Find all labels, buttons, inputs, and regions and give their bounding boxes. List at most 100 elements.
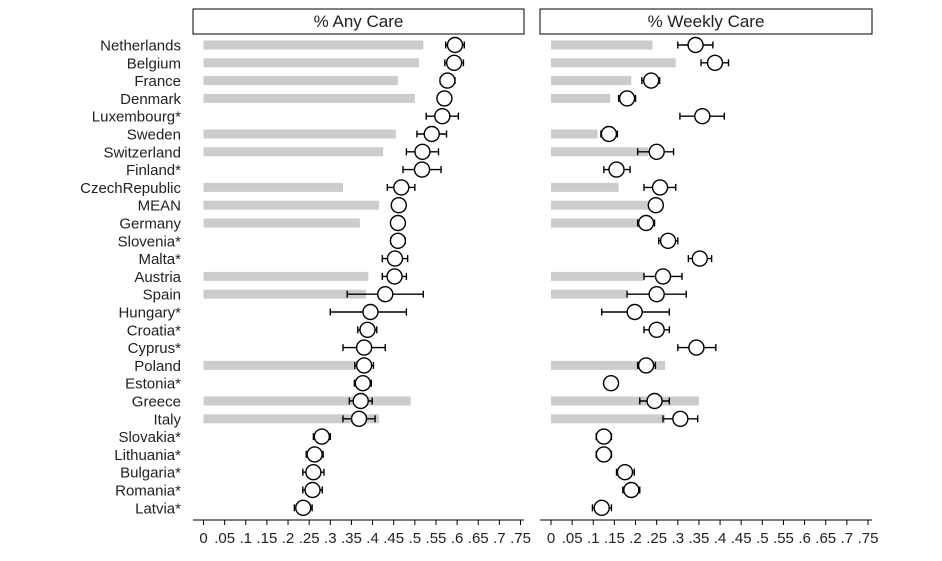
point-estimate xyxy=(651,179,669,196)
category-label: Cyprus* xyxy=(128,340,182,357)
point-estimate xyxy=(414,143,431,161)
point-estimate xyxy=(648,321,665,338)
bar xyxy=(551,182,619,192)
point-estimate xyxy=(648,286,665,303)
point-estimate xyxy=(377,286,394,303)
x-tick-label: .7 xyxy=(493,530,506,547)
bar xyxy=(203,147,384,157)
point-estimate xyxy=(390,196,407,214)
point-estimate xyxy=(694,107,711,125)
x-tick-label: .2 xyxy=(282,530,295,547)
bar xyxy=(551,360,666,370)
category-label: Bulgaria* xyxy=(120,465,181,482)
category-label: France xyxy=(134,73,181,90)
bar xyxy=(203,76,398,86)
point-estimate xyxy=(389,232,407,250)
panel-title: % Weekly Care xyxy=(648,12,765,31)
bar xyxy=(551,289,628,299)
x-tick-label: .45 xyxy=(383,530,404,547)
point-estimate xyxy=(305,464,322,481)
bar xyxy=(203,93,415,103)
point-estimate xyxy=(637,357,655,374)
x-tick-label: 0 xyxy=(199,530,207,547)
bar xyxy=(551,414,666,424)
x-tick-label: .6 xyxy=(798,530,811,547)
point-estimate xyxy=(393,179,410,196)
x-tick-label: .7 xyxy=(841,530,854,547)
point-estimate xyxy=(595,428,613,445)
panel-any-care: % Any Care 0 .05 .1.15 .2.25.3.35.4.45 .5.55.… xyxy=(192,8,531,547)
x-tick-label: .75 xyxy=(858,530,879,547)
x-tick-label: .05 xyxy=(562,530,583,547)
x-tick-label: .1 xyxy=(240,530,253,547)
bar xyxy=(551,396,699,406)
category-label: Malta* xyxy=(138,251,181,268)
bar xyxy=(551,93,611,103)
bar xyxy=(203,182,343,192)
bar xyxy=(203,289,367,299)
point-estimate xyxy=(355,339,373,356)
point-estimate xyxy=(600,125,618,143)
x-tick-label: .1 xyxy=(587,530,600,547)
bar xyxy=(203,40,424,50)
bar xyxy=(551,76,632,86)
x-tick-label: .75 xyxy=(510,530,531,547)
category-label: Greece xyxy=(132,394,181,411)
point-estimate xyxy=(691,250,708,267)
category-labels: NetherlandsBelgiumFranceDenmarkLuxembour… xyxy=(80,38,182,518)
category-label: Netherlands xyxy=(100,38,181,55)
x-tick-label: .65 xyxy=(815,530,836,547)
point-estimate xyxy=(423,125,440,143)
bar xyxy=(551,218,649,228)
point-estimate xyxy=(439,72,456,89)
point-estimate xyxy=(654,268,672,285)
category-label: Sweden xyxy=(127,127,181,144)
x-tick-label: .45 xyxy=(731,530,752,547)
category-label: Denmark xyxy=(120,91,181,108)
category-label: Croatia* xyxy=(127,322,181,339)
bar xyxy=(203,200,379,210)
point-estimate xyxy=(642,72,660,89)
point-estimate xyxy=(672,410,689,427)
point-estimate xyxy=(626,303,643,321)
bar xyxy=(551,40,653,50)
category-label: Austria xyxy=(134,269,181,286)
bar xyxy=(203,414,379,424)
point-estimate xyxy=(313,428,331,445)
point-estimate xyxy=(434,107,451,125)
point-estimate xyxy=(386,268,403,285)
category-label: Slovenia* xyxy=(118,233,182,250)
category-label: Spain xyxy=(143,287,181,304)
x-tick-label: .55 xyxy=(773,530,794,547)
bar xyxy=(203,58,420,68)
x-tick-label: .25 xyxy=(646,530,667,547)
point-estimate xyxy=(386,250,404,267)
category-label: Romania* xyxy=(115,483,181,500)
x-tick-label: .5 xyxy=(409,530,422,547)
point-estimate xyxy=(602,375,620,392)
point-estimate xyxy=(352,392,369,410)
x-tick-label: .05 xyxy=(214,530,235,547)
point-estimate xyxy=(637,214,655,232)
point-estimate xyxy=(389,214,407,232)
category-label: Poland xyxy=(134,358,181,375)
category-label: Belgium xyxy=(127,55,181,72)
category-label: Estonia* xyxy=(125,376,181,393)
point-estimate xyxy=(595,446,613,463)
point-estimate xyxy=(646,392,663,410)
category-label: Switzerland xyxy=(103,144,181,161)
category-label: Italy xyxy=(153,411,181,428)
bar xyxy=(551,129,598,139)
category-label: CzechRepublic xyxy=(80,180,181,197)
bar xyxy=(551,58,676,68)
point-estimate xyxy=(362,303,379,321)
point-estimate xyxy=(623,481,640,499)
bar xyxy=(203,396,411,406)
point-estimate xyxy=(304,481,321,499)
bar xyxy=(203,129,396,139)
point-estimate xyxy=(413,161,431,178)
panel-weekly-care: % Weekly Care 0 .05.1.15.2.25 .3.35.4.45.5.… xyxy=(539,8,879,547)
point-estimate xyxy=(445,54,463,71)
point-estimate xyxy=(688,339,705,356)
